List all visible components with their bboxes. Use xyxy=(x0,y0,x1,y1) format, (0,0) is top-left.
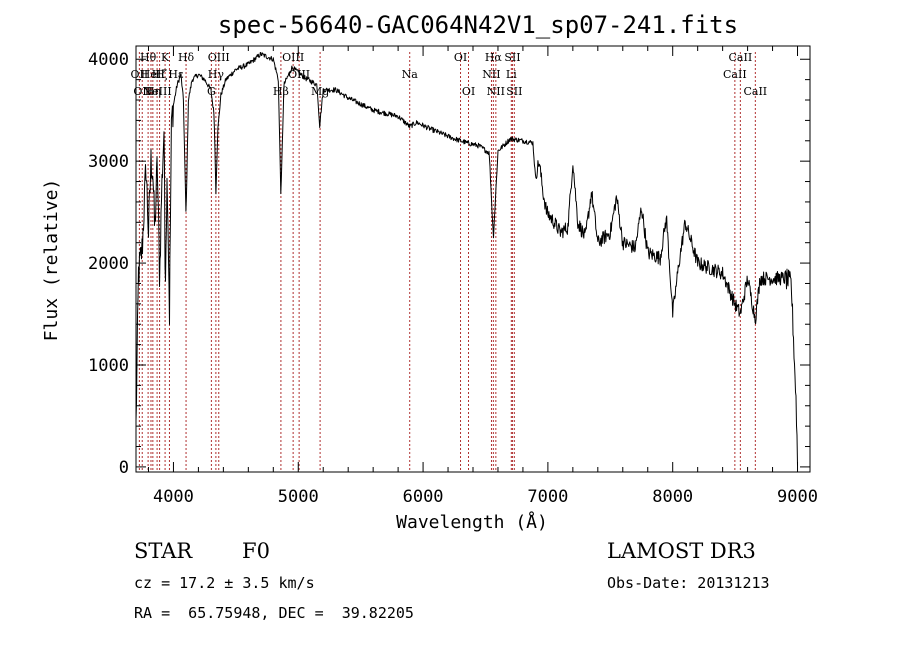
line-marker-label: OIII xyxy=(208,51,230,64)
line-marker-label: NII xyxy=(482,68,500,81)
spectrum-line xyxy=(135,52,798,466)
line-marker-label: CaII xyxy=(743,85,767,98)
line-marker-label: SII xyxy=(504,51,520,64)
line-marker-label: OI xyxy=(462,85,475,98)
line-marker-label: Mg xyxy=(311,85,329,98)
object-class: STAR xyxy=(134,539,193,563)
y-tick-label: 1000 xyxy=(88,356,129,376)
line-marker-label: CaII xyxy=(723,68,747,81)
x-axis-ticks: 4000 5000 6000 7000 8000 9000 xyxy=(147,46,818,507)
line-marker-label: NII xyxy=(487,85,505,98)
y-axis-label: Flux (relative) xyxy=(41,179,62,342)
line-marker-label: Li xyxy=(506,68,517,81)
obs-date: Obs-Date: 20131213 xyxy=(607,574,770,592)
line-marker-label: NeIII xyxy=(143,85,172,98)
y-axis-ticks: 0 1000 2000 3000 4000 xyxy=(88,50,810,478)
line-marker-label: Hβ xyxy=(273,85,289,98)
line-marker-label: Hγ xyxy=(208,68,225,81)
line-marker-label: OII xyxy=(133,85,151,98)
y-tick-label: 4000 xyxy=(88,50,129,70)
survey-name: LAMOST DR3 xyxy=(607,539,756,563)
x-tick-label: 4000 xyxy=(153,487,194,507)
y-tick-label: 2000 xyxy=(88,254,129,274)
chart-title: spec-56640-GAC064N42V1_sp07-241.fits xyxy=(218,11,738,39)
x-tick-label: 7000 xyxy=(527,487,568,507)
line-marker-label: Hη xyxy=(145,85,161,98)
line-marker-label: H Hε xyxy=(155,68,184,81)
x-tick-label: 9000 xyxy=(777,487,818,507)
x-tick-label: 8000 xyxy=(652,487,693,507)
subclass: F0 xyxy=(242,539,270,563)
line-marker-label: CaII xyxy=(729,51,753,64)
line-marker-label: K xyxy=(161,51,170,64)
plot-frame xyxy=(135,45,811,473)
y-tick-label: 3000 xyxy=(88,152,129,172)
line-markers xyxy=(138,52,756,472)
x-axis-label: Wavelength (Å) xyxy=(396,511,548,533)
line-marker-label: Hθ xyxy=(140,51,157,64)
line-marker-label: Na xyxy=(402,68,419,81)
line-marker-label: OI xyxy=(454,51,467,64)
line-marker-label: Hζ xyxy=(152,68,168,81)
line-marker-label: OII xyxy=(131,68,149,81)
line-marker-label: Hδ xyxy=(178,51,195,64)
line-marker-label: OIII xyxy=(282,51,304,64)
x-tick-label: 6000 xyxy=(403,487,444,507)
line-marker-label: Hα xyxy=(485,51,503,64)
redshift-value: cz = 17.2 ± 3.5 km/s xyxy=(134,574,315,592)
line-marker-label: SII xyxy=(506,85,522,98)
y-tick-label: 0 xyxy=(119,458,129,478)
line-marker-label: HeI xyxy=(141,68,161,81)
coordinates: RA = 65.75948, DEC = 39.82205 xyxy=(134,604,414,622)
x-tick-label: 5000 xyxy=(278,487,319,507)
